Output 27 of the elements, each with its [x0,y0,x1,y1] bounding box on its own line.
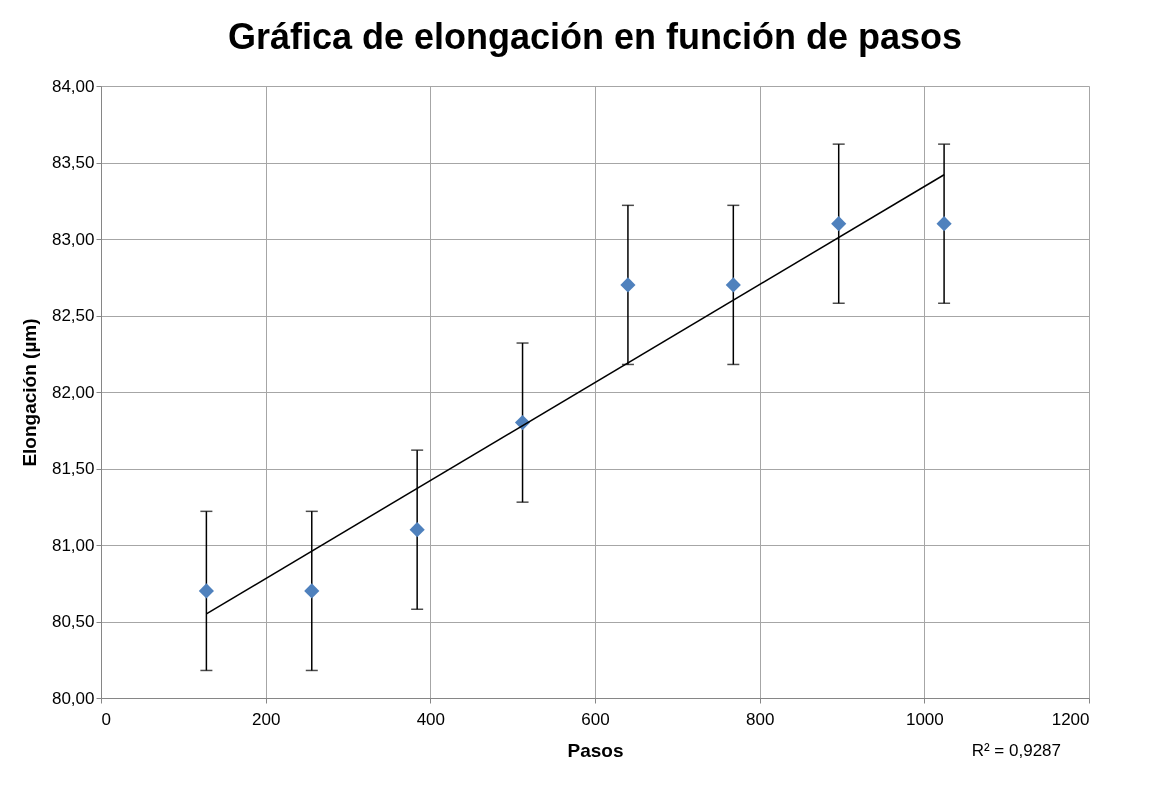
point [304,583,320,599]
y-tick-label: 84,00 [51,76,95,96]
x-tick-label: 400 [416,709,446,729]
y-tick-label: 83,00 [51,229,95,249]
y-tick-label: 80,00 [51,688,95,708]
point [725,277,741,293]
x-tick-label: 200 [251,709,281,729]
point [198,583,214,599]
y-tick-label: 82,00 [51,382,95,402]
y-axis-title: Elongación (µm) [18,318,40,467]
chart-title: Gráfica de elongación en función de pasos [227,16,963,57]
x-tick-label: 1000 [905,709,944,729]
x-tick-label: 0 [101,709,111,729]
y-tick-label: 81,50 [51,459,95,478]
y-tick-label: 82,50 [51,306,95,325]
x-tick-label: 1200 [1051,709,1090,729]
y-tick-label: 83,50 [51,153,95,172]
point [620,277,636,293]
x-tick-label: 800 [745,709,775,729]
point [409,522,425,538]
y-tick-label: 81,00 [51,535,95,555]
text: R² = 0,9287 [971,741,1061,760]
x-axis-title: Pasos [567,739,624,761]
y-tick-label: 80,50 [51,612,95,631]
point [936,216,952,232]
point [831,216,847,232]
x-tick-label: 600 [581,709,610,729]
